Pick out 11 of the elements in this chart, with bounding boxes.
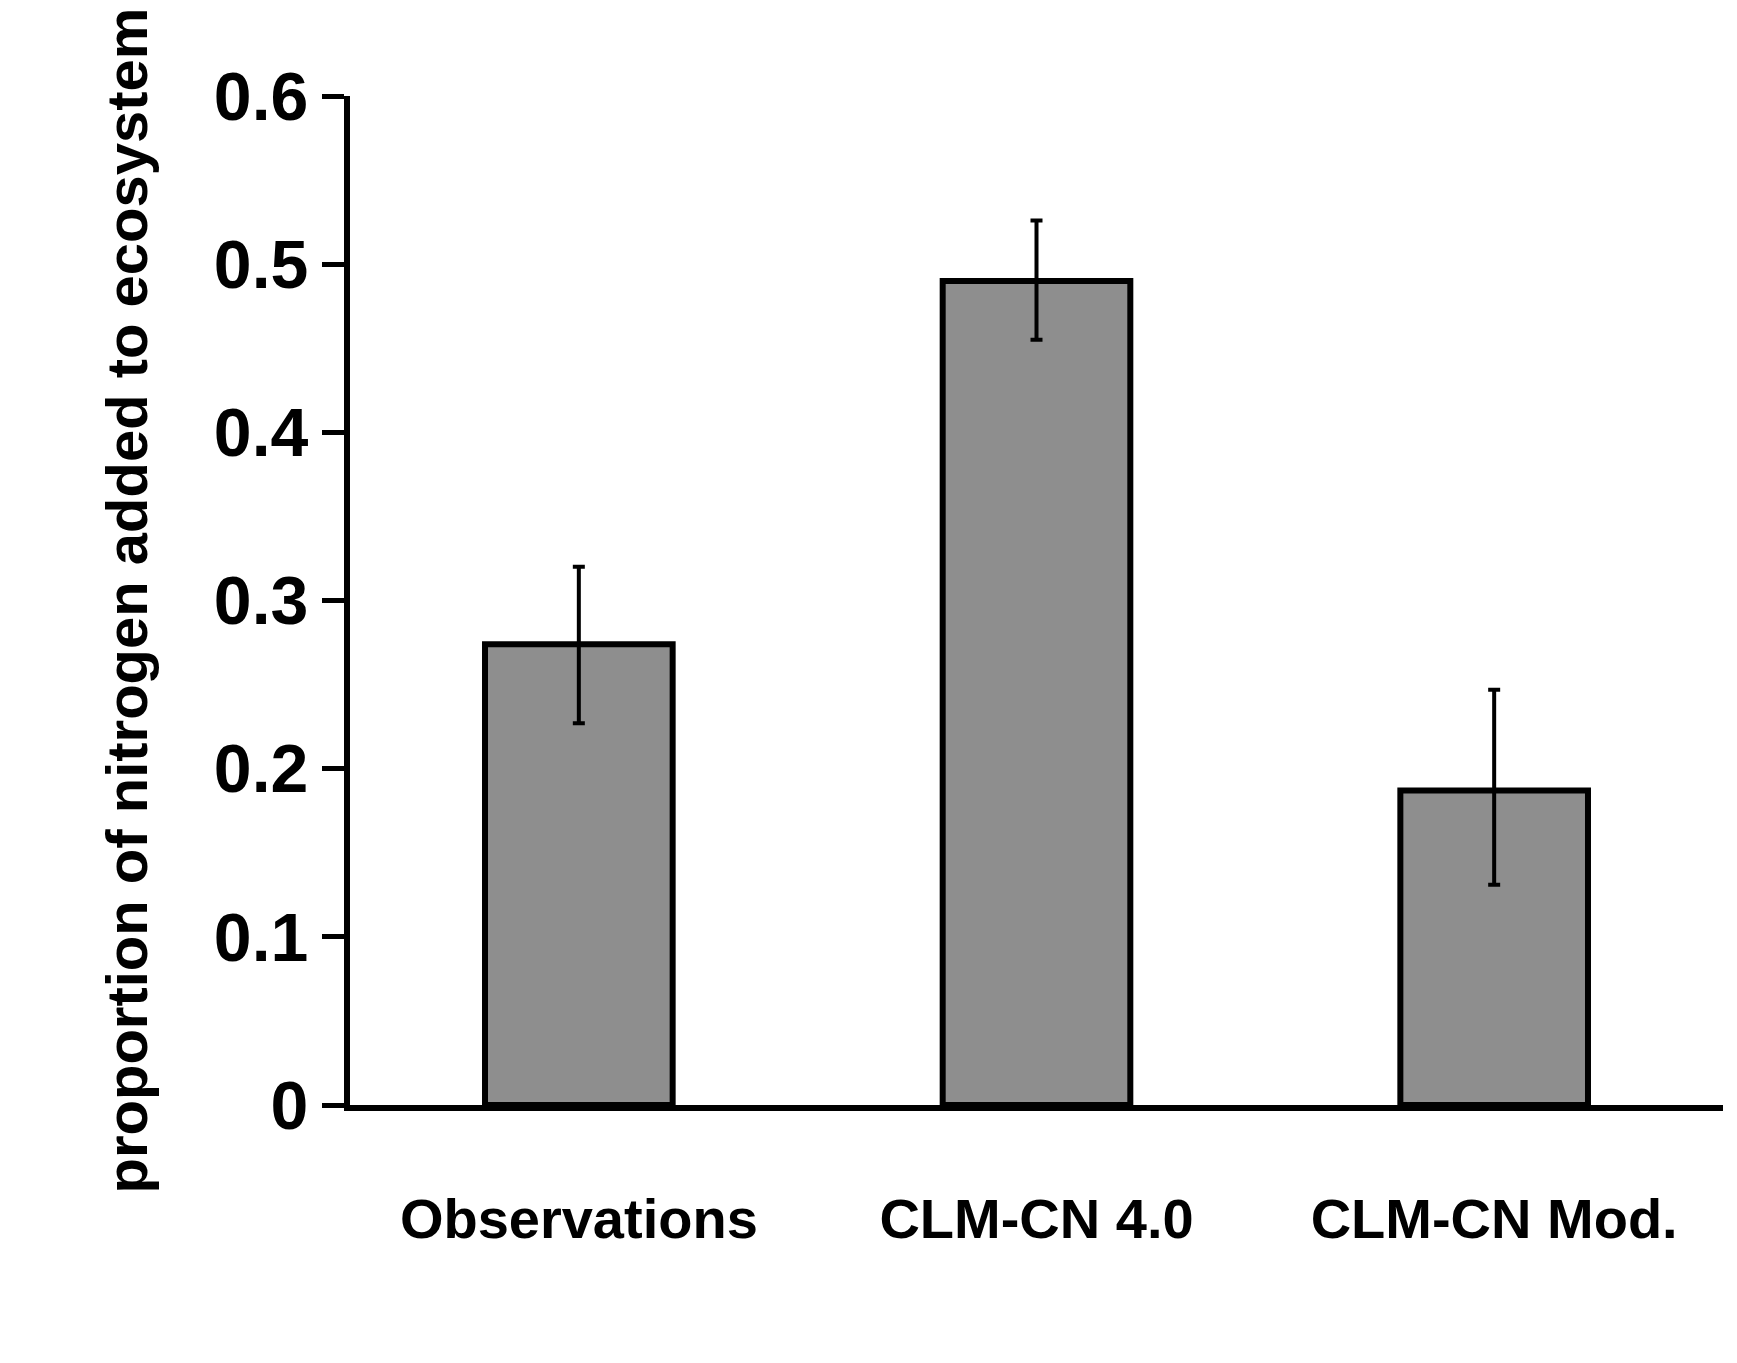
x-tick-label: Observations xyxy=(399,1187,758,1251)
y-axis-title: proportion of nitrogen added to ecosystem xyxy=(93,7,159,1194)
x-tick-label: CLM-CN 4.0 xyxy=(879,1187,1194,1251)
y-tick-label: 0.6 xyxy=(213,57,309,134)
y-tick-label: 0.4 xyxy=(213,394,309,471)
x-tick-label: CLM-CN Mod. xyxy=(1310,1187,1678,1251)
y-tick-label: 0.2 xyxy=(213,730,309,807)
y-tick-label: 0.1 xyxy=(213,898,309,975)
y-tick-label: 0.3 xyxy=(213,562,309,639)
y-tick-label: 0.5 xyxy=(213,225,309,302)
y-tick-label: 0 xyxy=(270,1066,309,1143)
